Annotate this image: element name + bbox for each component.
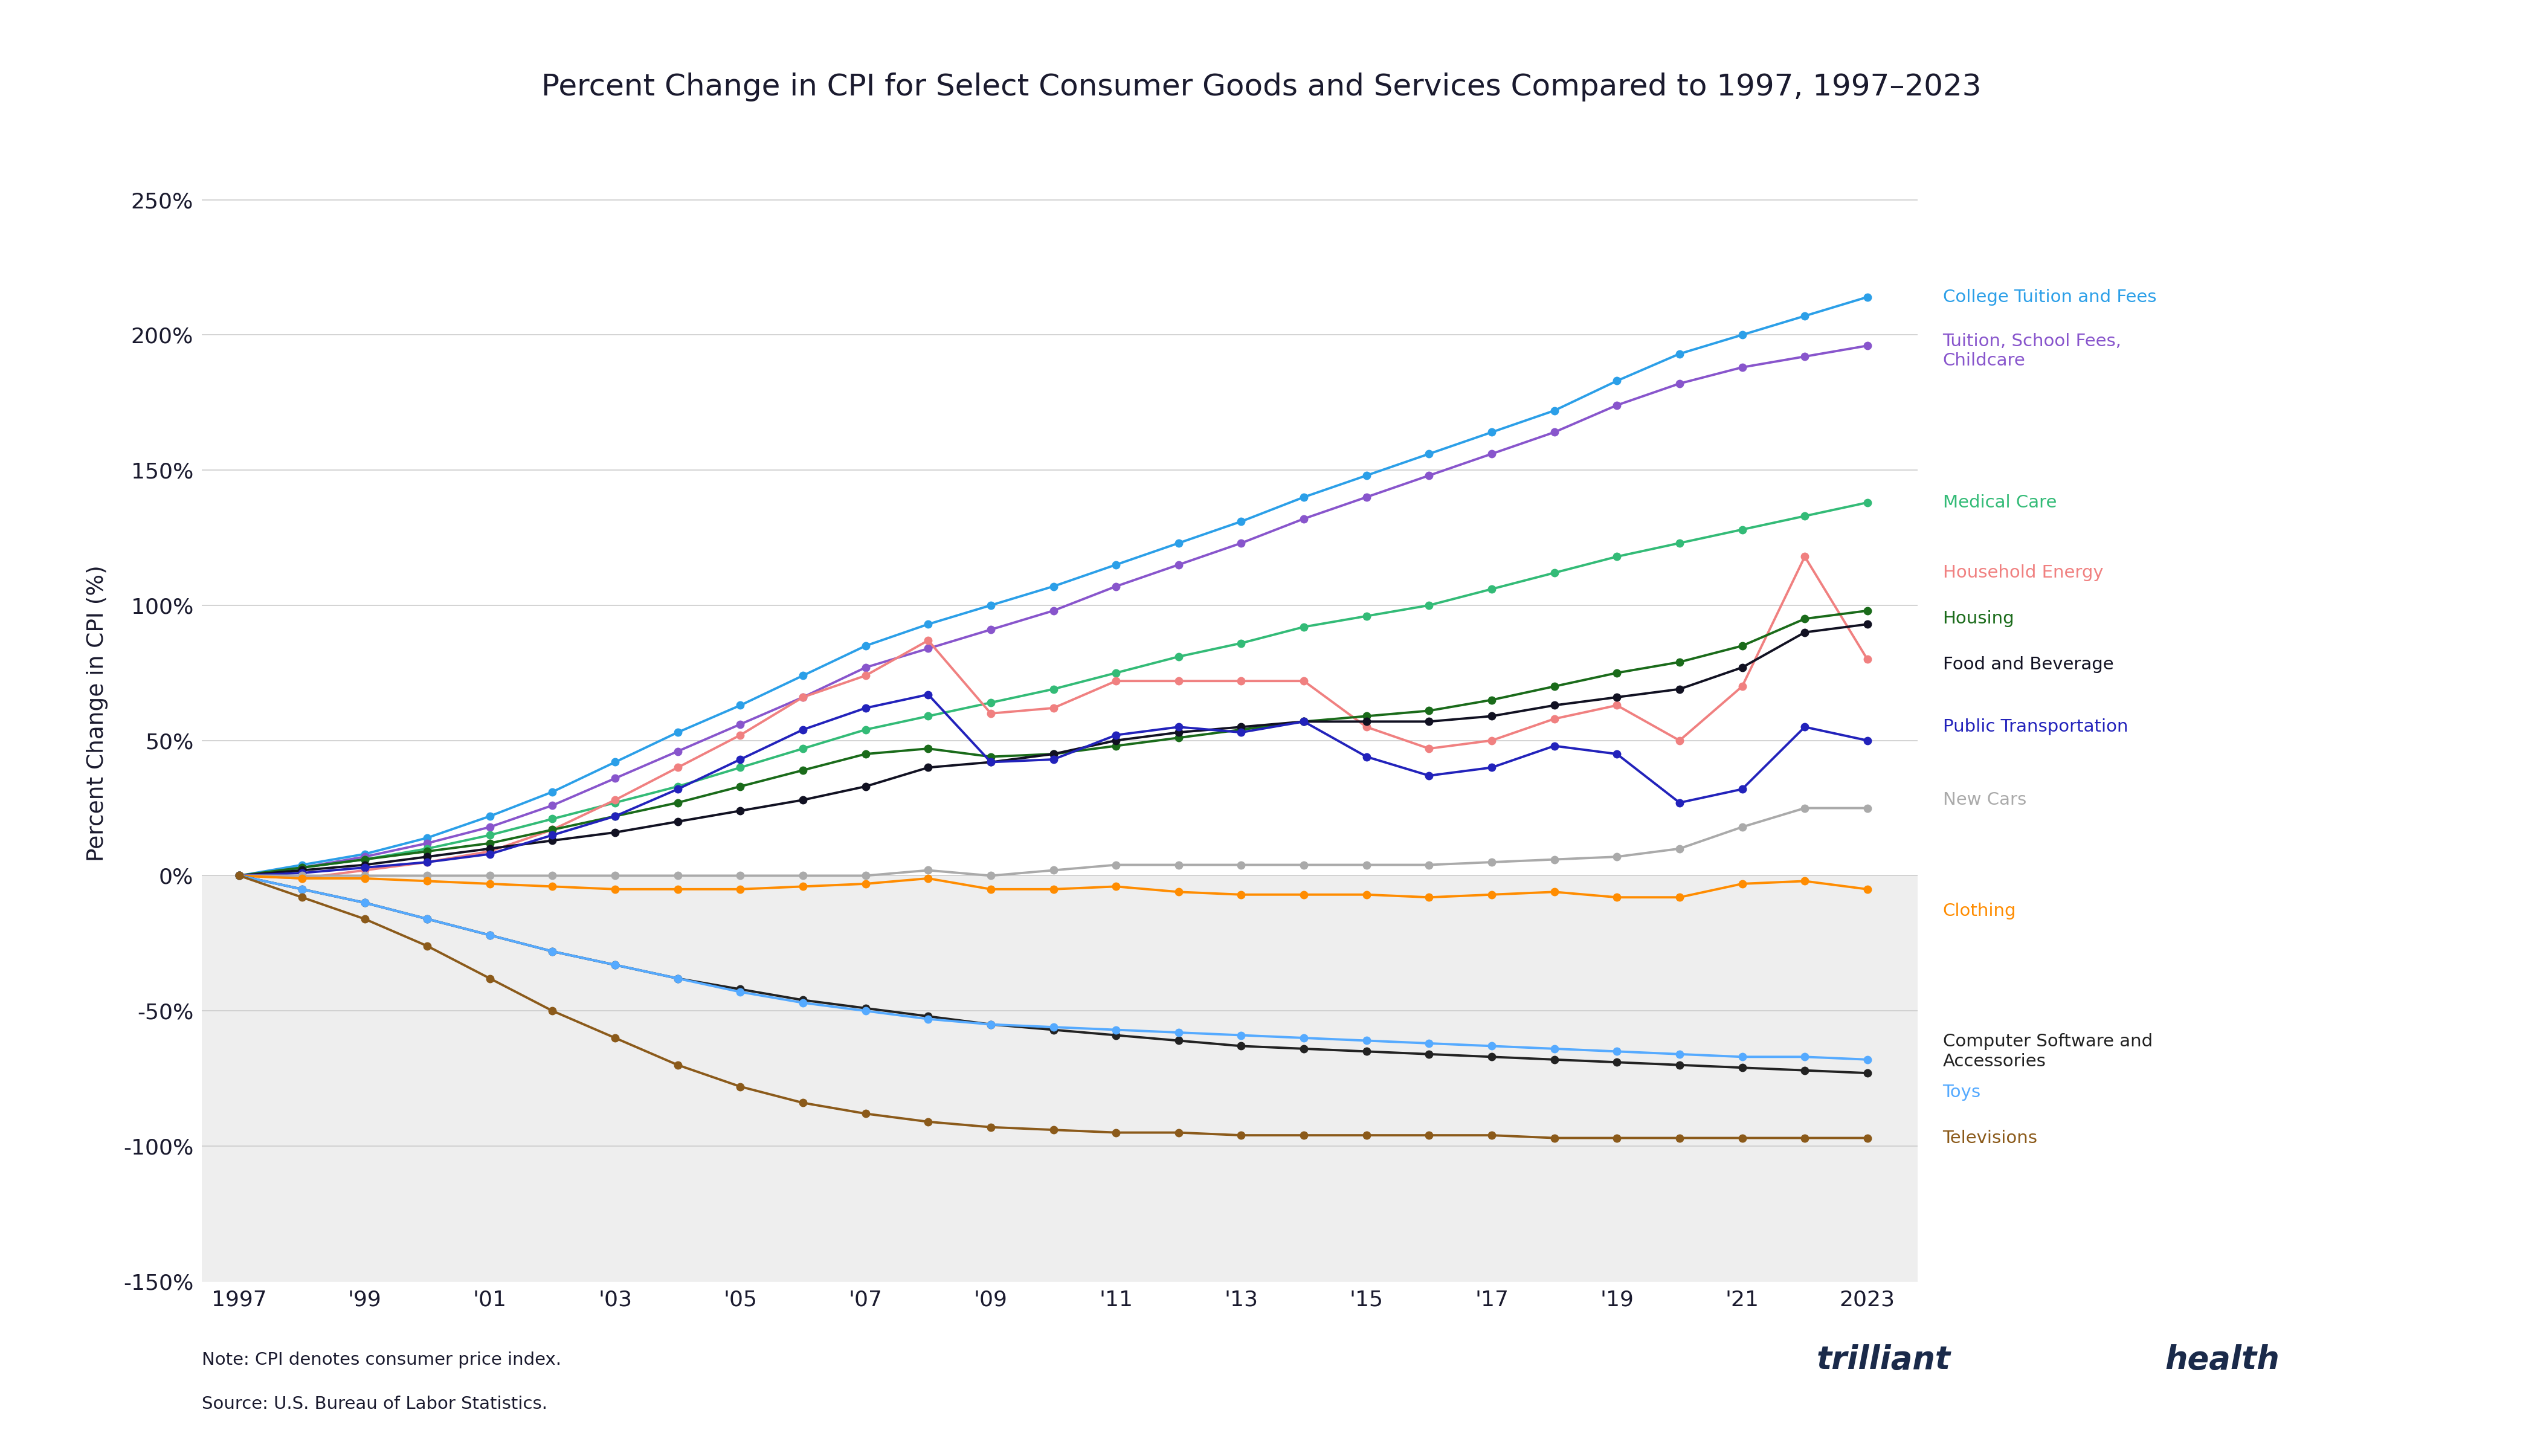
- Text: New Cars: New Cars: [1943, 792, 2026, 808]
- Text: Note: CPI denotes consumer price index.: Note: CPI denotes consumer price index.: [202, 1351, 560, 1369]
- Text: Clothing: Clothing: [1943, 903, 2016, 919]
- Text: Tuition, School Fees,
Childcare: Tuition, School Fees, Childcare: [1943, 333, 2122, 370]
- Text: Public Transportation: Public Transportation: [1943, 718, 2127, 735]
- Text: Food and Beverage: Food and Beverage: [1943, 657, 2114, 673]
- Text: trilliant: trilliant: [1817, 1344, 1950, 1376]
- Text: Toys: Toys: [1943, 1083, 1981, 1101]
- Text: Medical Care: Medical Care: [1943, 494, 2056, 511]
- Text: College Tuition and Fees: College Tuition and Fees: [1943, 288, 2157, 306]
- Bar: [202, 875, 1917, 1281]
- Text: Televisions: Televisions: [1943, 1130, 2039, 1146]
- Text: Computer Software and
Accessories: Computer Software and Accessories: [1943, 1034, 2152, 1070]
- Text: health: health: [2165, 1344, 2278, 1376]
- Text: Household Energy: Household Energy: [1943, 565, 2104, 581]
- Y-axis label: Percent Change in CPI (%): Percent Change in CPI (%): [86, 565, 108, 862]
- Text: Percent Change in CPI for Select Consumer Goods and Services Compared to 1997, 1: Percent Change in CPI for Select Consume…: [542, 73, 1981, 102]
- Text: Source: U.S. Bureau of Labor Statistics.: Source: U.S. Bureau of Labor Statistics.: [202, 1395, 547, 1412]
- Text: Housing: Housing: [1943, 610, 2013, 628]
